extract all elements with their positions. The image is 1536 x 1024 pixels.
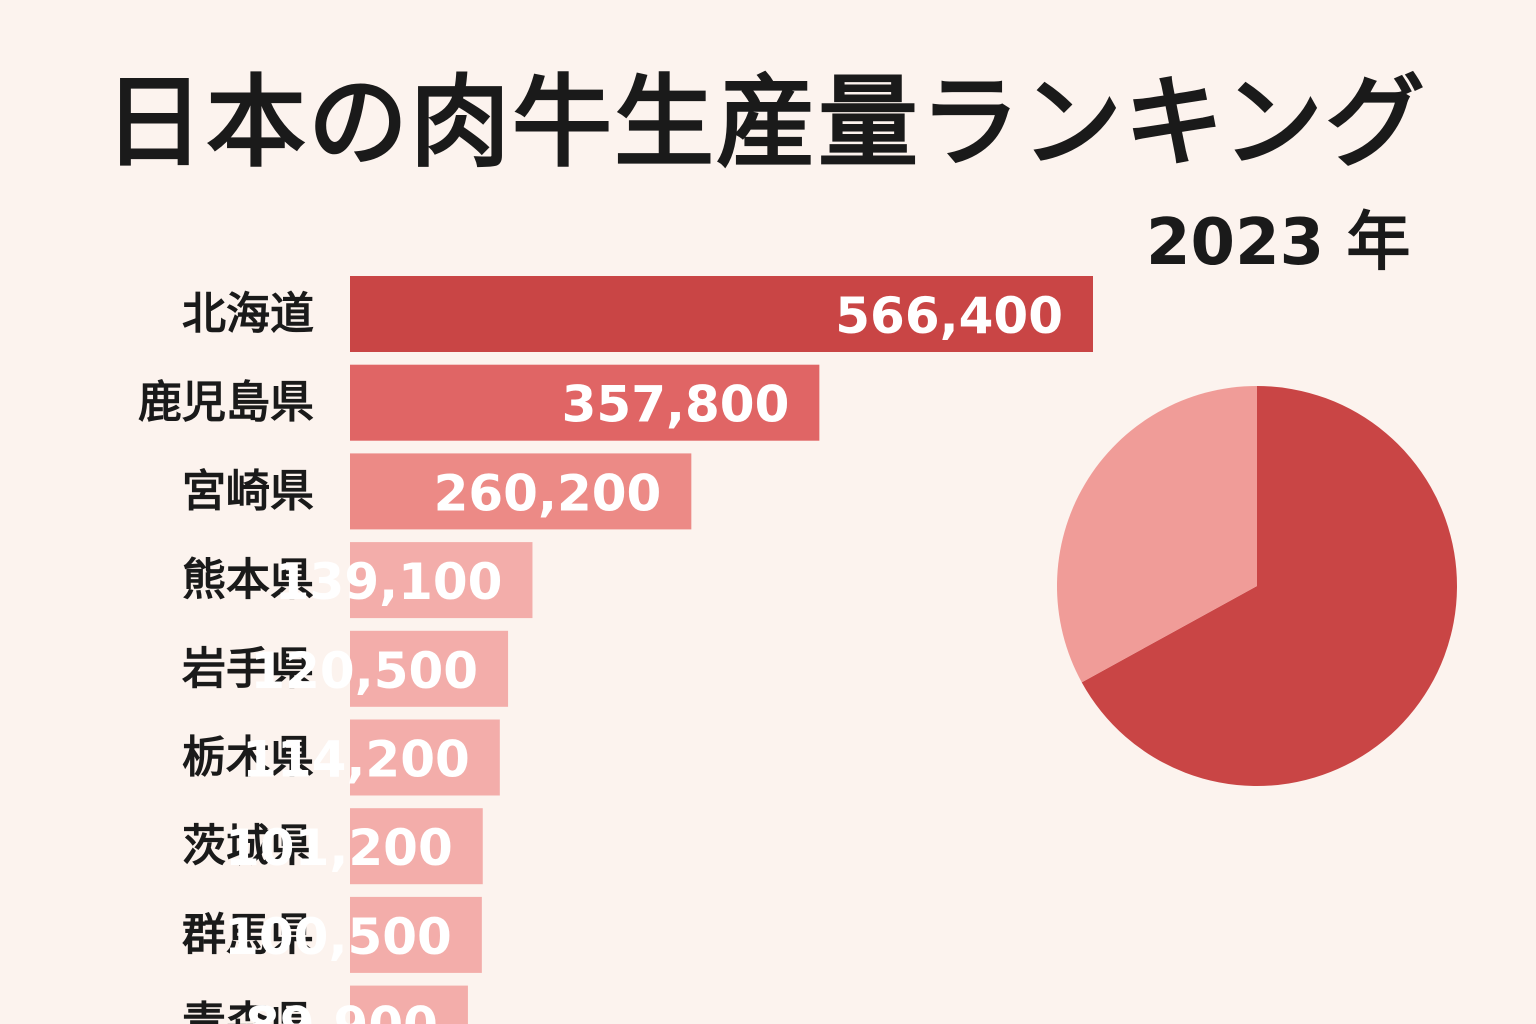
- category-label: 鹿児島県: [138, 377, 314, 428]
- value-label: 260,200: [434, 464, 662, 522]
- chart-title: 日本の肉牛生産量ランキング: [104, 64, 1427, 181]
- value-label: 566,400: [835, 287, 1063, 345]
- category-label: 宮崎県: [182, 466, 314, 517]
- category-label: 岩手県: [182, 643, 314, 694]
- category-label: 北海道: [182, 289, 314, 340]
- category-label: 熊本県: [182, 555, 314, 606]
- value-label: 100,500: [224, 908, 452, 966]
- category-label: 茨城県: [182, 821, 314, 872]
- pie-slice-2: [1057, 386, 1257, 683]
- bar-3: [350, 453, 692, 530]
- bar-chart: 北海道 566,400 鹿児島県 357,800 宮崎県 260,200 熊本県139,10…: [138, 276, 1093, 1024]
- value-label: 89,900: [245, 997, 438, 1024]
- bar-9: [350, 985, 468, 1024]
- bar-6: [350, 719, 500, 796]
- bar-1: [350, 276, 1093, 352]
- value-label: 101,200: [225, 819, 453, 877]
- category-label: 青森県: [182, 998, 314, 1024]
- category-label: 栃木県: [182, 732, 314, 783]
- value-label: 139,100: [275, 553, 503, 611]
- bar-7: [350, 808, 483, 885]
- value-label: 114,200: [242, 731, 470, 789]
- pie-slice-1: [1081, 386, 1458, 787]
- bar-8: [350, 896, 482, 973]
- pie-chart: [1057, 386, 1458, 787]
- value-label: 357,800: [562, 376, 790, 434]
- bar-4: [350, 542, 533, 619]
- value-label: 120,500: [250, 642, 478, 700]
- bar-2: [350, 364, 820, 441]
- chart-subtitle-year: 2023 年: [1146, 206, 1411, 280]
- bar-5: [350, 630, 509, 707]
- category-label: 群馬県: [182, 909, 314, 960]
